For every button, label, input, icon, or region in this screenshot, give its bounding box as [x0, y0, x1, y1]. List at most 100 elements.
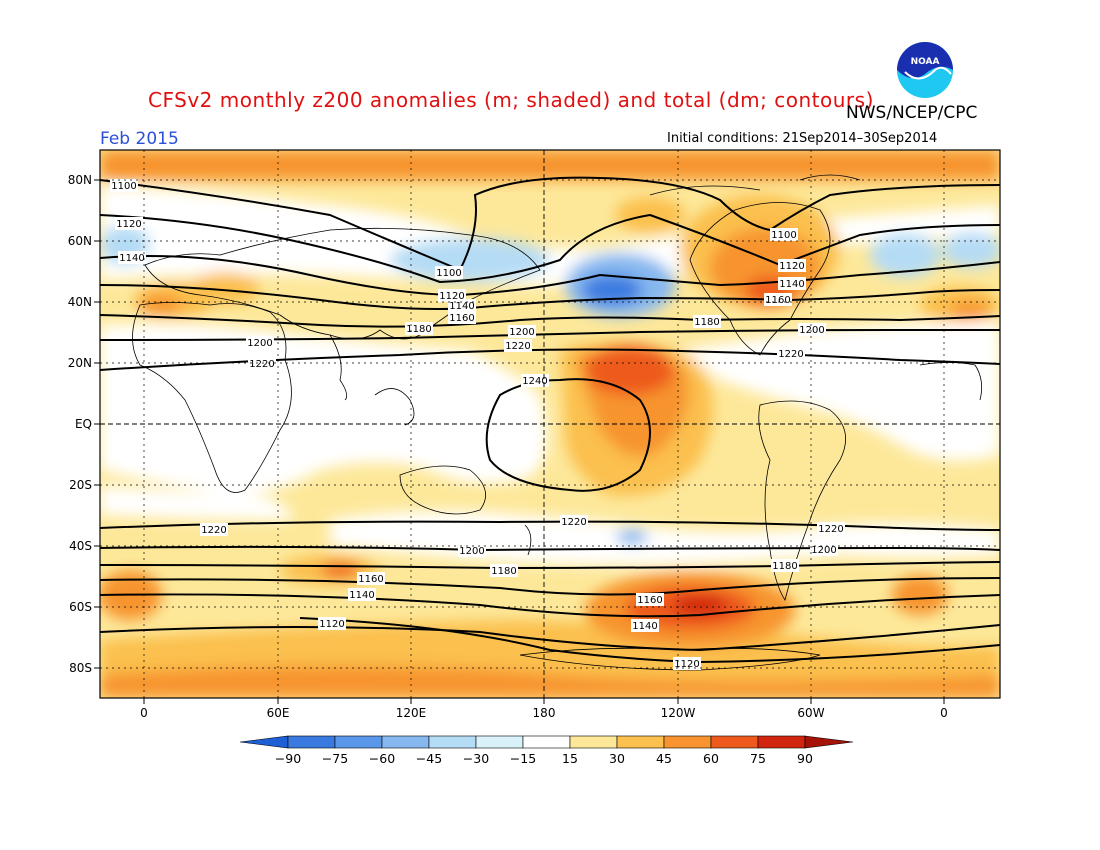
- contour-label-group: 1100 1120 1140 1100 1120 1140 1160 1180 …: [110, 179, 845, 670]
- svg-text:1180: 1180: [491, 566, 516, 577]
- lon-label: 0: [940, 706, 948, 720]
- colorbar: [239, 735, 854, 749]
- lat-label: 80N: [68, 173, 92, 187]
- initial-conditions: Initial conditions: 21Sep2014–30Sep2014: [667, 131, 938, 146]
- lat-label: 40N: [68, 295, 92, 309]
- contour-label: 1200: [810, 543, 838, 556]
- longitude-labels: 0 60E 120E 180 120W 60W 0: [140, 706, 948, 720]
- contour-label: 1160: [764, 293, 792, 306]
- colorbar-label: 75: [750, 751, 766, 766]
- svg-text:1140: 1140: [632, 621, 657, 632]
- svg-text:1140: 1140: [779, 279, 804, 290]
- contour-label: 1220: [200, 523, 228, 536]
- agency-label: NWS/NCEP/CPC: [846, 103, 978, 123]
- svg-text:1180: 1180: [406, 324, 431, 335]
- lat-label: 20S: [69, 478, 92, 492]
- colorbar-label: 30: [609, 751, 625, 766]
- lon-label: 60E: [267, 706, 290, 720]
- colorbar-label: 60: [703, 751, 719, 766]
- contour-label: 1160: [357, 572, 385, 585]
- contour-label: 1120: [115, 217, 143, 230]
- colorbar-swatch: [663, 735, 712, 749]
- contour-label: 1100: [770, 228, 798, 241]
- contour-label: 1220: [777, 347, 805, 360]
- svg-text:1180: 1180: [772, 561, 797, 572]
- colorbar-label: 15: [562, 751, 578, 766]
- colorbar-label: −30: [462, 751, 490, 766]
- svg-text:1160: 1160: [765, 295, 790, 306]
- colorbar-swatch: [334, 735, 383, 749]
- contour-label: 1140: [118, 251, 146, 264]
- svg-text:1160: 1160: [637, 595, 662, 606]
- svg-text:1120: 1120: [319, 619, 344, 630]
- svg-text:1200: 1200: [811, 545, 836, 556]
- contour-label: 1120: [673, 657, 701, 670]
- colorbar-label: 90: [797, 751, 813, 766]
- contour-label: 1140: [348, 588, 376, 601]
- contour-label: 1200: [458, 544, 486, 557]
- svg-text:NOAA: NOAA: [911, 57, 940, 67]
- svg-text:1120: 1120: [439, 291, 464, 302]
- contour-label: 1200: [798, 323, 826, 336]
- lon-label: 0: [140, 706, 148, 720]
- svg-text:1200: 1200: [459, 546, 484, 557]
- noaa-logo-icon: NOAA: [897, 42, 953, 98]
- colorbar-swatch: [569, 735, 618, 749]
- colorbar-swatch: [522, 735, 571, 749]
- contour-label: 1200: [508, 325, 536, 338]
- contour-label: 1180: [693, 315, 721, 328]
- graticule: [100, 150, 1000, 698]
- colorbar-label: −75: [321, 751, 349, 766]
- svg-text:1100: 1100: [771, 230, 796, 241]
- svg-text:1120: 1120: [779, 261, 804, 272]
- svg-text:1100: 1100: [111, 181, 136, 192]
- svg-text:1220: 1220: [249, 359, 274, 370]
- colorbar-label: −60: [368, 751, 396, 766]
- contour-label: 1180: [405, 322, 433, 335]
- contour-label: 1220: [248, 357, 276, 370]
- colorbar-swatch: [428, 735, 477, 749]
- contour-label: 1100: [110, 179, 138, 192]
- contour-label: 1120: [318, 617, 346, 630]
- lat-label: 60S: [69, 600, 92, 614]
- lat-label: 40S: [69, 539, 92, 553]
- svg-text:1120: 1120: [674, 659, 699, 670]
- colorbar-swatch: [287, 735, 336, 749]
- contour-label: 1220: [560, 515, 588, 528]
- contour-label: 1140: [448, 299, 476, 312]
- latitude-labels: 80N 60N 40N 20N EQ 20S 40S 60S 80S: [68, 173, 92, 675]
- contour-label: 1200: [246, 336, 274, 349]
- colorbar-label: −15: [509, 751, 537, 766]
- colorbar-label: −90: [274, 751, 302, 766]
- svg-text:1120: 1120: [116, 219, 141, 230]
- lat-label: EQ: [75, 417, 92, 431]
- lon-label: 120W: [661, 706, 696, 720]
- svg-text:1140: 1140: [449, 301, 474, 312]
- forecast-month: Feb 2015: [100, 129, 179, 149]
- contour-label: 1120: [438, 289, 466, 302]
- contour-label: 1220: [504, 339, 532, 352]
- colorbar-arrow-right: [804, 735, 854, 749]
- lon-label: 120E: [396, 706, 427, 720]
- lon-label: 180: [533, 706, 556, 720]
- svg-text:1140: 1140: [349, 590, 374, 601]
- colorbar-arrow-left: [239, 735, 289, 749]
- svg-text:1220: 1220: [201, 525, 226, 536]
- contour-label: 1160: [636, 593, 664, 606]
- colorbar-swatch: [616, 735, 665, 749]
- svg-text:1160: 1160: [449, 313, 474, 324]
- svg-text:1220: 1220: [561, 517, 586, 528]
- contour-label: 1140: [778, 277, 806, 290]
- colorbar-label: 45: [656, 751, 672, 766]
- contour-label: 1120: [778, 259, 806, 272]
- colorbar-label: −45: [415, 751, 443, 766]
- contour-label: 1160: [448, 311, 476, 324]
- colorbar-swatch: [710, 735, 759, 749]
- svg-text:1200: 1200: [247, 338, 272, 349]
- svg-text:1220: 1220: [505, 341, 530, 352]
- lat-label: 80S: [69, 661, 92, 675]
- colorbar-swatch: [381, 735, 430, 749]
- contour-label: 1140: [631, 619, 659, 632]
- lat-label: 20N: [68, 356, 92, 370]
